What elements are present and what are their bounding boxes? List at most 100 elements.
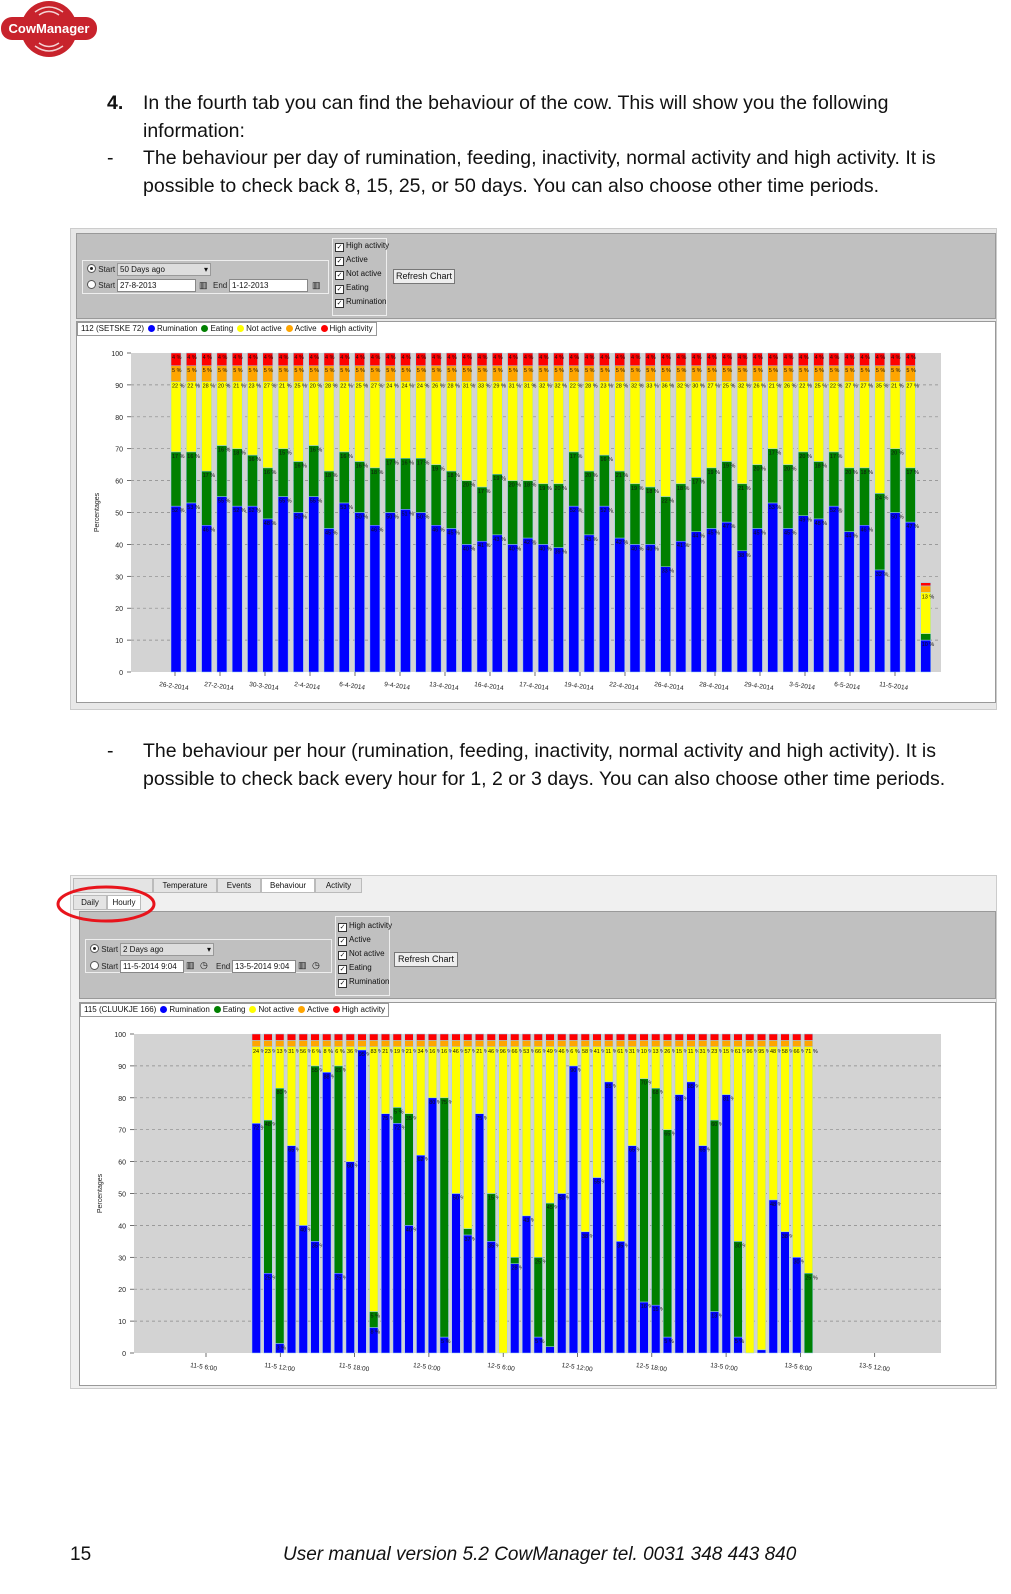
- checkbox-rumination[interactable]: ✓ Rumination: [335, 297, 387, 308]
- bar-value-label: 57 %: [465, 1049, 478, 1055]
- y-tick-label: 90: [118, 1064, 126, 1071]
- bar-value-label: 17 %: [417, 460, 430, 466]
- legend-item-eating[interactable]: Eating: [210, 324, 234, 333]
- refresh-chart-button[interactable]: Refresh Chart: [393, 269, 455, 284]
- subtab-daily[interactable]: Daily: [73, 895, 107, 910]
- tab-activity[interactable]: Activity: [315, 878, 362, 893]
- bar-value-label: 36 %: [662, 384, 675, 390]
- preset-radio[interactable]: Start: [90, 944, 118, 954]
- end-date-input[interactable]: 1-12-2013: [229, 279, 308, 292]
- bar-segment-not-active: [486, 1046, 496, 1194]
- bar-value-label: 55 %: [312, 1068, 325, 1074]
- checkbox-active[interactable]: ✓ Active: [335, 255, 368, 266]
- bar-value-label: 20 %: [555, 486, 568, 492]
- legend-item-high-activity[interactable]: High activity: [329, 324, 373, 333]
- legend-dot-icon: [285, 325, 293, 332]
- bar-value-label: 5 %: [294, 368, 304, 374]
- bar-value-label: 26 %: [432, 384, 445, 390]
- bar-segment-high-activity: [583, 352, 595, 367]
- bar-value-label: 10 %: [922, 642, 935, 648]
- preset-select[interactable]: 50 Days ago ▾: [117, 263, 211, 276]
- tab-events[interactable]: Events: [217, 878, 261, 893]
- bar-segment-rumination: [798, 515, 809, 673]
- bar-segment-not-active: [690, 381, 702, 478]
- bar-value-label: 5 %: [662, 368, 672, 374]
- bar-value-label: 26 %: [784, 384, 797, 390]
- checkbox-high-activity[interactable]: ✓ High activity: [338, 921, 393, 932]
- bar-segment-high-activity: [663, 1033, 672, 1041]
- bar-value-label: 48 %: [815, 521, 828, 527]
- bar-value-label: 28 %: [585, 384, 598, 390]
- checkbox-not-active[interactable]: ✓ Not active: [338, 949, 385, 960]
- bar-segment-not-active: [263, 1046, 273, 1121]
- bar-segment-high-activity: [400, 352, 411, 367]
- bar-segment-not-active: [813, 381, 824, 462]
- bar-segment-rumination: [461, 544, 472, 673]
- bar-segment-not-active: [522, 1046, 531, 1217]
- bar-segment-rumination: [310, 1241, 320, 1354]
- legend-item-not-active[interactable]: Not active: [258, 1005, 295, 1014]
- checkbox-high-activity[interactable]: ✓ High activity: [335, 241, 390, 252]
- legend-dot-icon: [148, 325, 155, 332]
- legend-item-not-active[interactable]: Not active: [246, 324, 282, 333]
- custom-range-radio[interactable]: Start: [87, 280, 115, 290]
- bar-segment-rumination: [262, 518, 274, 673]
- bar-segment-eating: [275, 1087, 285, 1344]
- bar-value-label: 4 %: [646, 355, 656, 361]
- bar-value-label: 5 %: [570, 368, 580, 374]
- bar-segment-high-activity: [507, 352, 518, 367]
- refresh-chart-button[interactable]: Refresh Chart: [394, 952, 458, 967]
- checkbox-not-active[interactable]: ✓ Not active: [335, 269, 382, 280]
- bar-segment-active: [416, 1040, 426, 1048]
- bar-value-label: 66 %: [794, 1049, 807, 1055]
- bar-segment-active: [698, 1040, 708, 1048]
- subtab-hourly[interactable]: Hourly: [107, 895, 141, 910]
- tab-temperature[interactable]: Temperature: [153, 878, 217, 893]
- bar-segment-eating: [905, 467, 916, 523]
- end-datetime-input[interactable]: 13-5-2014 9:04: [232, 960, 296, 973]
- checkbox-rumination[interactable]: ✓ Rumination: [338, 977, 390, 988]
- checkbox-eating[interactable]: ✓ Eating: [335, 283, 369, 294]
- tab-behaviour[interactable]: Behaviour: [261, 878, 315, 893]
- bar-segment-eating: [231, 448, 243, 507]
- legend-item-active[interactable]: Active: [294, 324, 317, 333]
- bar-segment-active: [486, 1040, 496, 1048]
- bar-segment-active: [592, 1040, 602, 1048]
- clock-icon[interactable]: ◷: [312, 960, 320, 970]
- legend-item-eating[interactable]: Eating: [222, 1005, 246, 1014]
- bar-value-label: 13 %: [922, 594, 935, 600]
- bar-value-label: 47 %: [906, 524, 919, 530]
- bar-segment-active: [569, 1040, 578, 1048]
- calendar-icon[interactable]: ▥: [199, 280, 208, 290]
- bullet-dash: -: [107, 740, 114, 762]
- checkbox-active[interactable]: ✓ Active: [338, 935, 371, 946]
- start-datetime-input[interactable]: 11-5-2014 9:04: [120, 960, 184, 973]
- checkbox-eating[interactable]: ✓ Eating: [338, 963, 372, 974]
- bar-segment-active: [298, 1040, 308, 1048]
- legend-item-rumination[interactable]: Rumination: [169, 1005, 210, 1014]
- preset-select[interactable]: 2 Days ago ▾: [120, 943, 214, 956]
- bar-segment-active: [510, 1040, 520, 1048]
- bar-value-label: 81 %: [723, 1097, 736, 1103]
- preset-radio[interactable]: Start: [87, 264, 115, 274]
- bar-value-label: 27 %: [708, 384, 721, 390]
- bar-value-label: 3 %: [277, 1345, 287, 1351]
- legend-item-rumination[interactable]: Rumination: [157, 324, 198, 333]
- start-date-input[interactable]: 27-8-2013: [117, 279, 196, 292]
- bar-segment-high-activity: [201, 352, 212, 367]
- bar-value-label: 4 %: [631, 355, 641, 361]
- cowmanager-logo: CowManager: [0, 0, 100, 58]
- calendar-icon[interactable]: ▥: [298, 960, 307, 970]
- calendar-icon[interactable]: ▥: [186, 960, 195, 970]
- legend-item-high-activity[interactable]: High activity: [341, 1005, 385, 1014]
- legend-dot-icon: [298, 1006, 306, 1013]
- bar-segment-high-activity: [533, 1033, 543, 1041]
- bar-value-label: 50 %: [417, 515, 430, 521]
- clock-icon[interactable]: ◷: [200, 960, 208, 970]
- calendar-icon[interactable]: ▥: [312, 280, 321, 290]
- custom-range-radio[interactable]: Start: [90, 961, 118, 971]
- bar-segment-high-activity: [498, 1033, 508, 1041]
- bar-segment-not-active: [889, 381, 901, 449]
- bar-value-label: 4 %: [708, 355, 718, 361]
- legend-item-active[interactable]: Active: [307, 1005, 329, 1014]
